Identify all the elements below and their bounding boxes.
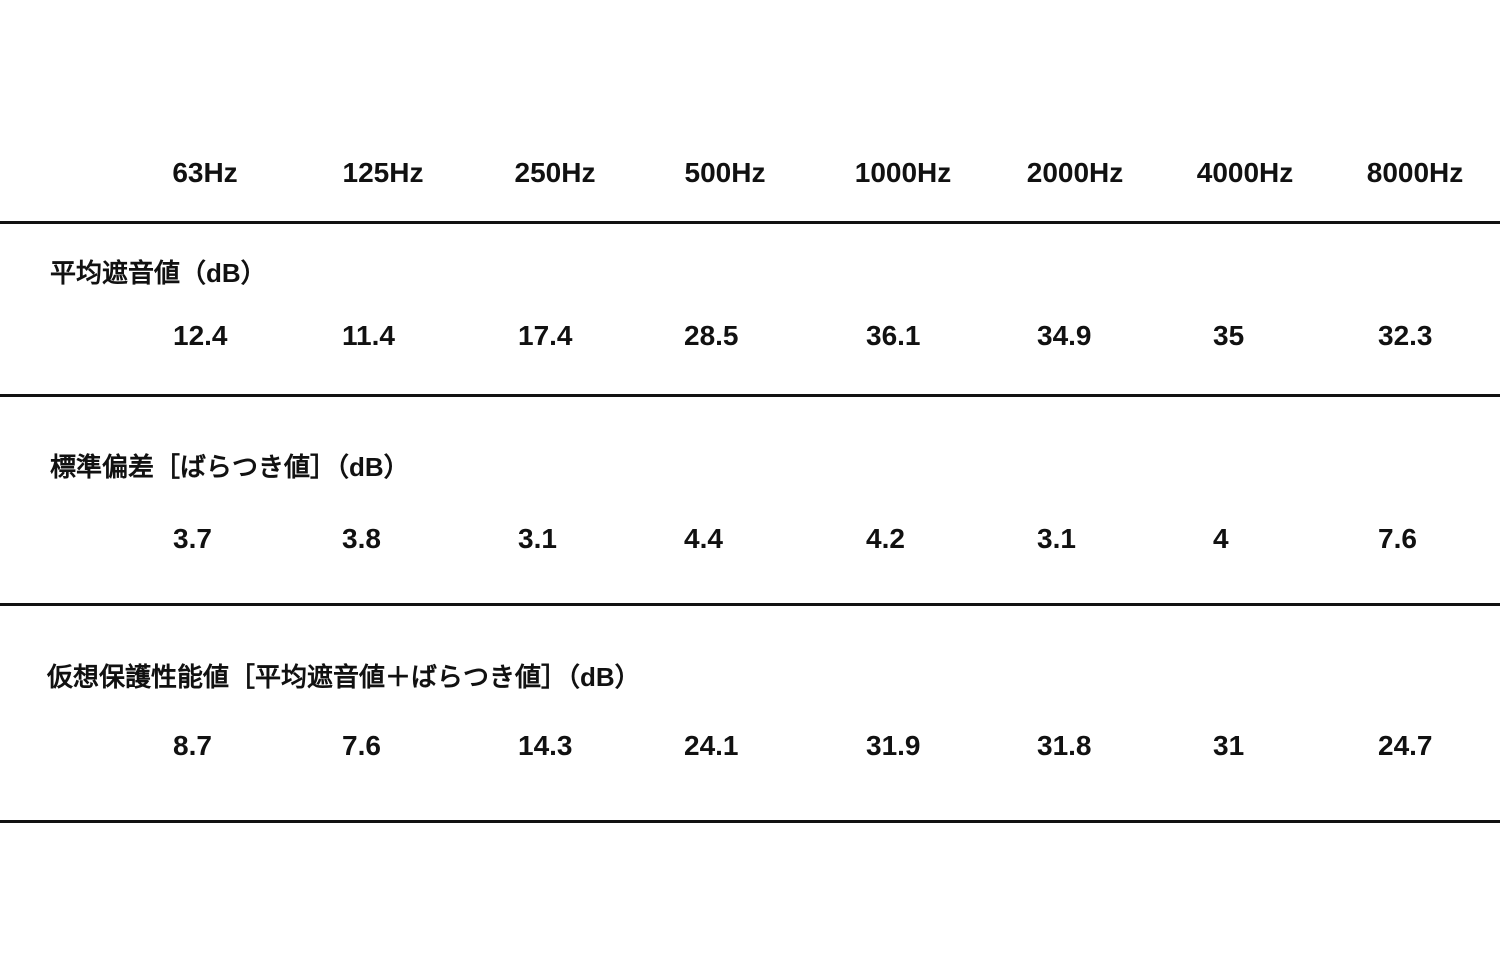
- cell-value: 14.3: [518, 730, 573, 761]
- cell-value: 31.8: [1037, 730, 1092, 761]
- cell-value: 24.7: [1378, 730, 1433, 761]
- cell-value: 34.9: [1037, 320, 1092, 351]
- cell-value: 4.2: [866, 523, 905, 554]
- column-header: 1000Hz: [854, 157, 952, 188]
- row-divider: [0, 603, 1500, 606]
- row-label: 標準偏差［ばらつき値］（dB）: [50, 452, 410, 482]
- cell-value: 7.6: [342, 730, 381, 761]
- column-header: 500Hz: [684, 157, 766, 188]
- cell-value: 17.4: [518, 320, 573, 351]
- column-header: 2000Hz: [1026, 157, 1124, 188]
- cell-value: 12.4: [173, 320, 228, 351]
- cell-value: 3.1: [518, 523, 557, 554]
- cell-value: 32.3: [1378, 320, 1433, 351]
- cell-value: 7.6: [1378, 523, 1417, 554]
- row-divider: [0, 820, 1500, 823]
- cell-value: 3.8: [342, 523, 381, 554]
- column-header: 63Hz: [172, 157, 238, 188]
- column-header: 8000Hz: [1366, 157, 1464, 188]
- row-divider: [0, 394, 1500, 397]
- cell-value: 31: [1213, 730, 1245, 761]
- cell-value: 11.4: [342, 320, 395, 351]
- cell-value: 24.1: [684, 730, 739, 761]
- column-header: 250Hz: [514, 157, 596, 188]
- column-header: 125Hz: [342, 157, 424, 188]
- cell-value: 35: [1213, 320, 1245, 351]
- cell-value: 8.7: [173, 730, 212, 761]
- cell-value: 4.4: [684, 523, 723, 554]
- cell-value: 3.7: [173, 523, 212, 554]
- column-header: 4000Hz: [1196, 157, 1294, 188]
- cell-value: 31.9: [866, 730, 921, 761]
- cell-value: 4: [1213, 523, 1229, 554]
- row-divider: [0, 221, 1500, 224]
- cell-value: 28.5: [684, 320, 739, 351]
- cell-value: 3.1: [1037, 523, 1076, 554]
- row-label: 仮想保護性能値［平均遮音値＋ばらつき値］（dB）: [47, 662, 641, 692]
- cell-value: 36.1: [866, 320, 921, 351]
- row-label: 平均遮音値（dB）: [50, 258, 267, 288]
